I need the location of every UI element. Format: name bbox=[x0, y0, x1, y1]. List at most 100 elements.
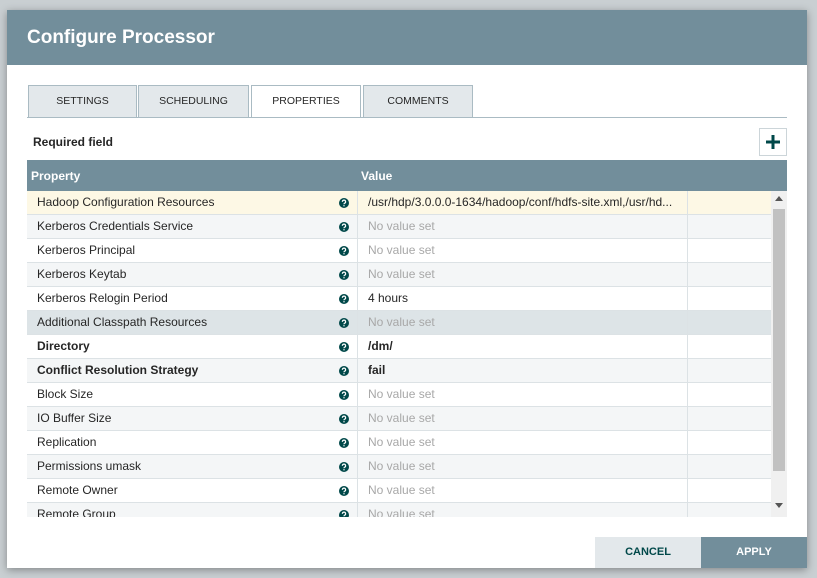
help-icon[interactable] bbox=[339, 246, 349, 256]
dialog-title: Configure Processor bbox=[27, 27, 215, 48]
property-row[interactable]: Conflict Resolution Strategy fail bbox=[27, 359, 771, 383]
column-divider bbox=[687, 239, 688, 263]
column-divider bbox=[687, 407, 688, 431]
column-header: Value bbox=[361, 169, 393, 183]
property-row[interactable]: Kerberos Credentials Service No value set bbox=[27, 215, 771, 239]
tab[interactable]: SCHEDULING bbox=[138, 85, 249, 118]
property-row[interactable]: Kerberos Principal No value set bbox=[27, 239, 771, 263]
property-name: Additional Classpath Resources bbox=[37, 315, 208, 329]
column-divider bbox=[687, 263, 688, 287]
property-row[interactable]: Directory/dm/ bbox=[27, 335, 771, 359]
column-divider bbox=[357, 455, 358, 479]
property-value: /dm/ bbox=[368, 339, 393, 353]
tab-line bbox=[27, 117, 787, 118]
column-divider bbox=[357, 359, 358, 383]
column-divider bbox=[687, 191, 688, 215]
property-value: No value set bbox=[368, 243, 435, 257]
table-header: Property Value bbox=[27, 160, 787, 191]
property-name: Kerberos Credentials Service bbox=[37, 219, 194, 233]
property-row[interactable]: Hadoop Configuration Resources/usr/hdp/3… bbox=[27, 191, 771, 215]
table-body: Hadoop Configuration Resources/usr/hdp/3… bbox=[27, 191, 787, 517]
help-icon[interactable] bbox=[339, 390, 349, 400]
column-divider bbox=[687, 503, 688, 517]
tab[interactable]: SETTINGS bbox=[28, 85, 137, 118]
property-name: Conflict Resolution Strategy bbox=[37, 363, 199, 377]
tab[interactable]: PROPERTIES bbox=[251, 85, 361, 118]
property-value: No value set bbox=[368, 435, 435, 449]
tab[interactable]: COMMENTS bbox=[363, 85, 473, 118]
property-value: No value set bbox=[368, 507, 435, 517]
property-value: No value set bbox=[368, 483, 435, 497]
property-name: Remote Group bbox=[37, 507, 116, 517]
add-property-button[interactable] bbox=[759, 128, 787, 156]
dialog: Configure Processor SETTINGS SCHEDULING PR… bbox=[7, 10, 807, 568]
property-value: No value set bbox=[368, 387, 435, 401]
property-name: Kerberos Principal bbox=[37, 243, 136, 257]
help-icon[interactable] bbox=[339, 462, 349, 472]
property-value: No value set bbox=[368, 459, 435, 473]
help-icon[interactable] bbox=[339, 318, 349, 328]
column-divider bbox=[357, 239, 358, 263]
column-divider bbox=[687, 431, 688, 455]
help-icon[interactable] bbox=[339, 486, 349, 496]
property-name: Remote Owner bbox=[37, 483, 118, 497]
property-name: Kerberos Relogin Period bbox=[37, 291, 168, 305]
apply-button[interactable]: APPLY bbox=[701, 537, 807, 568]
column-divider bbox=[357, 479, 358, 503]
help-icon[interactable] bbox=[339, 342, 349, 352]
column-divider bbox=[687, 287, 688, 311]
property-row[interactable]: Remote Group No value set bbox=[27, 503, 771, 517]
column-divider bbox=[357, 215, 358, 239]
help-icon[interactable] bbox=[339, 414, 349, 424]
property-row[interactable]: Kerberos Keytab No value set bbox=[27, 263, 771, 287]
property-value: /usr/hdp/3.0.0.0-1634/hadoop/conf/hdfs-s… bbox=[368, 195, 673, 209]
property-row[interactable]: Permissions umask No value set bbox=[27, 455, 771, 479]
cancel-button[interactable]: CANCEL bbox=[595, 537, 701, 568]
help-icon[interactable] bbox=[339, 270, 349, 280]
column-divider bbox=[687, 479, 688, 503]
help-icon[interactable] bbox=[339, 294, 349, 304]
property-value: No value set bbox=[368, 411, 435, 425]
scrollbar[interactable] bbox=[771, 191, 787, 517]
property-name: Directory bbox=[37, 339, 90, 353]
column-divider bbox=[687, 359, 688, 383]
column-divider bbox=[687, 455, 688, 479]
column-divider bbox=[357, 503, 358, 517]
scroll-down bbox=[775, 503, 783, 508]
column-divider bbox=[687, 311, 688, 335]
column-header: Property bbox=[31, 169, 81, 183]
column-divider bbox=[357, 263, 358, 287]
property-name: Replication bbox=[37, 435, 97, 449]
scroll-up bbox=[775, 196, 783, 201]
column-divider bbox=[357, 311, 358, 335]
property-value: No value set bbox=[368, 315, 435, 329]
column-divider bbox=[687, 215, 688, 239]
column-divider bbox=[357, 407, 358, 431]
property-name: Kerberos Keytab bbox=[37, 267, 127, 281]
property-row[interactable]: IO Buffer Size No value set bbox=[27, 407, 771, 431]
property-name: Permissions umask bbox=[37, 459, 142, 473]
scroll-thumb[interactable] bbox=[773, 209, 785, 471]
help-icon[interactable] bbox=[339, 510, 349, 517]
dialog-header: Configure Processor bbox=[7, 10, 807, 65]
property-name: IO Buffer Size bbox=[37, 411, 112, 425]
column-divider bbox=[687, 383, 688, 407]
property-row[interactable]: Additional Classpath Resources No value s… bbox=[27, 311, 771, 335]
help-icon[interactable] bbox=[339, 438, 349, 448]
help-icon[interactable] bbox=[339, 366, 349, 376]
property-name: Block Size bbox=[37, 387, 94, 401]
column-divider bbox=[357, 383, 358, 407]
column-divider bbox=[357, 335, 358, 359]
property-row[interactable]: Replication No value set bbox=[27, 431, 771, 455]
column-divider bbox=[687, 335, 688, 359]
property-row[interactable]: Kerberos Relogin Period 4 hours bbox=[27, 287, 771, 311]
property-value: No value set bbox=[368, 267, 435, 281]
property-row[interactable]: Block Size No value set bbox=[27, 383, 771, 407]
property-value: No value set bbox=[368, 219, 435, 233]
property-row[interactable]: Remote Owner No value set bbox=[27, 479, 771, 503]
help-icon[interactable] bbox=[339, 198, 349, 208]
column-divider bbox=[357, 191, 358, 215]
help-icon[interactable] bbox=[339, 222, 349, 232]
plus-icon bbox=[766, 135, 780, 149]
